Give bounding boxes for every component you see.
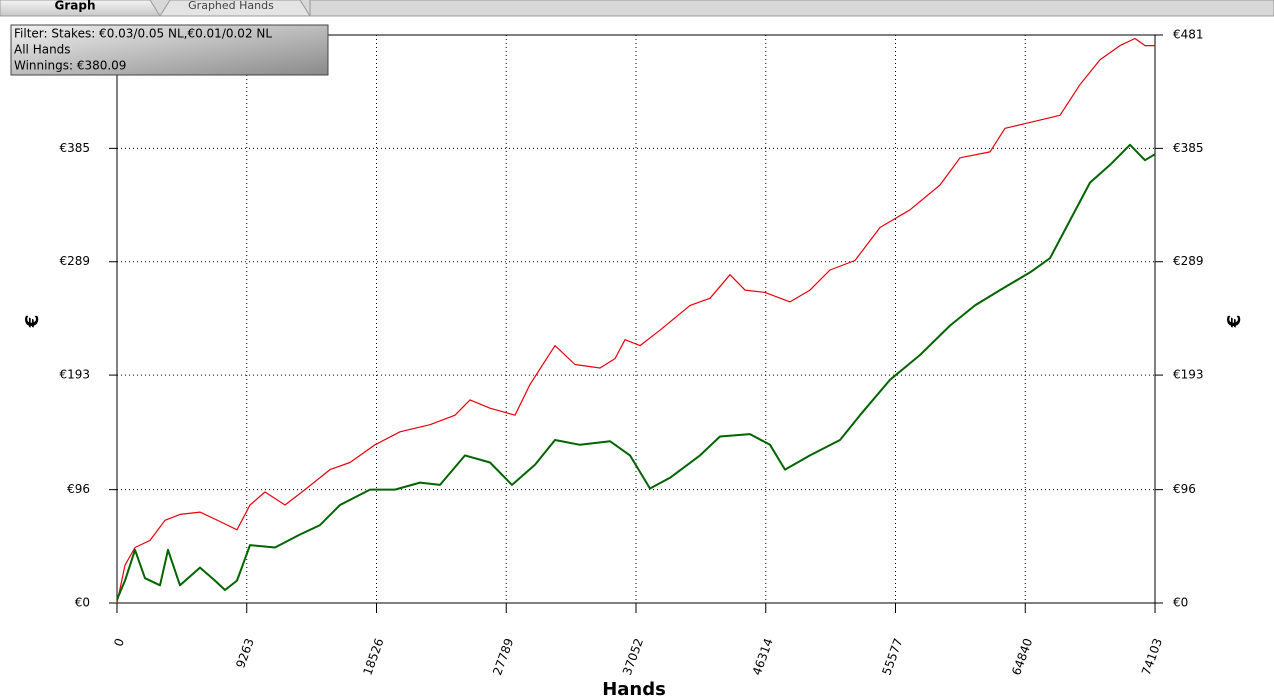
filter-text: Filter: Stakes: €0.03/0.05 NL,€0.01/0.02… xyxy=(14,27,272,41)
x-tick-label: 74103 xyxy=(1139,636,1165,677)
tab-strip-rest xyxy=(309,0,1274,17)
y2-tick-label: €385 xyxy=(1173,141,1204,155)
series-line xyxy=(116,143,1156,600)
tab-label[interactable]: Graphed Hands xyxy=(188,0,274,12)
x-tick-label: 37052 xyxy=(620,636,646,677)
x-tick-label: 64840 xyxy=(1009,636,1035,677)
tab-label[interactable]: Graph xyxy=(55,0,96,13)
y2-tick-label: €481 xyxy=(1173,28,1204,42)
x-tick-label: 0 xyxy=(111,636,127,648)
y-tick-label: €193 xyxy=(59,368,90,382)
x-tick-label: 18526 xyxy=(360,636,386,677)
y2-tick-label: €96 xyxy=(1173,482,1196,496)
y2-axis-label: € xyxy=(1224,315,1245,329)
tab[interactable] xyxy=(0,0,161,17)
series-line xyxy=(116,37,1155,604)
x-axis-label: Hands xyxy=(602,679,666,700)
y-axis-label: € xyxy=(22,315,43,329)
y2-tick-label: €0 xyxy=(1173,596,1188,610)
filter-box xyxy=(10,24,329,76)
plot: €0€0€96€96€193€193€289€289€385€385€481€4… xyxy=(59,28,1203,678)
x-tick-label: 55577 xyxy=(879,636,905,677)
y2-tick-label: €289 xyxy=(1173,254,1204,268)
y2-tick-label: €193 xyxy=(1173,368,1204,382)
filter-text: Winnings: €380.09 xyxy=(14,59,126,73)
x-tick-label: 9263 xyxy=(233,636,257,669)
tab[interactable] xyxy=(159,0,311,17)
y-tick-label: €385 xyxy=(59,141,90,155)
y-tick-label: €289 xyxy=(59,254,90,268)
filter-text: All Hands xyxy=(14,43,71,57)
y-tick-label: €0 xyxy=(75,596,90,610)
x-tick-label: 46314 xyxy=(750,636,776,677)
y-tick-label: €96 xyxy=(67,482,90,496)
x-tick-label: 27789 xyxy=(490,636,516,677)
